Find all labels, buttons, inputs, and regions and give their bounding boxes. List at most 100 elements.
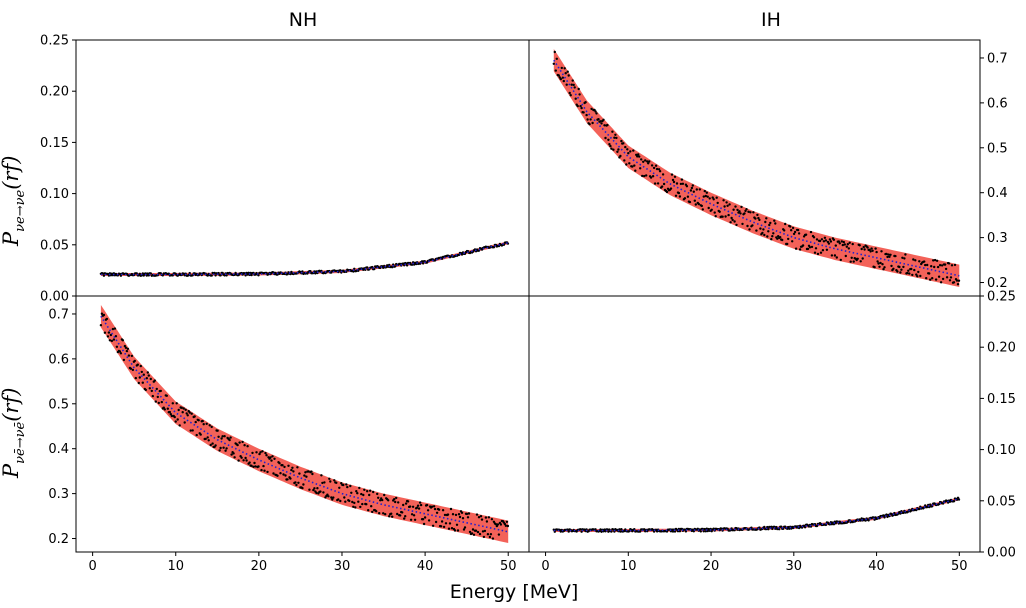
panel-ih-bottom: 0.00 0.05 0.10 0.15 0.20 0.25 0 10 20 30 40 50 <box>528 290 1016 574</box>
data-point <box>142 274 145 277</box>
data-point <box>194 420 197 424</box>
data-point <box>863 248 866 251</box>
data-point <box>776 237 779 240</box>
data-point <box>168 410 171 414</box>
data-point <box>925 277 928 280</box>
data-point <box>371 510 374 514</box>
data-point <box>907 269 910 272</box>
x-tick-label: 30 <box>786 559 803 574</box>
data-point <box>404 502 408 505</box>
data-point <box>146 272 149 275</box>
data-point <box>849 260 852 263</box>
data-point <box>278 462 281 465</box>
data-point <box>957 279 961 282</box>
data-point <box>210 425 213 429</box>
col-title-nh: NH <box>289 9 318 31</box>
data-point <box>878 517 881 520</box>
data-point <box>432 505 436 508</box>
data-point <box>626 148 629 151</box>
data-point <box>316 487 319 490</box>
data-point <box>739 212 742 215</box>
data-point <box>862 245 865 249</box>
data-point <box>327 495 330 498</box>
data-point <box>290 270 293 274</box>
data-point <box>253 461 256 465</box>
data-point <box>882 268 885 271</box>
data-point <box>383 493 386 497</box>
data-point <box>457 513 461 516</box>
data-point <box>686 195 690 198</box>
data-point <box>342 483 345 487</box>
data-point <box>842 240 845 244</box>
data-point <box>695 188 698 191</box>
data-point <box>671 530 675 533</box>
data-point <box>678 195 682 198</box>
data-point <box>678 530 682 533</box>
data-point <box>243 444 246 447</box>
data-point <box>214 274 217 277</box>
data-point <box>416 504 420 507</box>
data-point <box>460 253 464 256</box>
data-point <box>393 498 396 501</box>
data-point <box>271 455 274 458</box>
data-point <box>102 274 106 277</box>
data-point <box>444 522 448 525</box>
data-point <box>859 519 862 522</box>
data-point <box>892 267 895 270</box>
data-point <box>767 230 770 233</box>
data-point <box>572 83 575 87</box>
axes-frame <box>528 295 981 553</box>
data-point <box>783 229 786 232</box>
data-point <box>504 524 508 527</box>
x-axis-label: Energy [MeV] <box>450 581 578 603</box>
data-point <box>170 414 173 418</box>
data-point <box>745 208 748 211</box>
data-point <box>490 518 494 521</box>
data-point <box>375 510 378 513</box>
data-point <box>660 185 664 188</box>
data-point <box>590 107 593 111</box>
data-point <box>759 227 762 230</box>
data-point <box>568 91 571 95</box>
data-point <box>928 272 931 275</box>
y-label-top-sub: νe→νe <box>13 189 28 231</box>
data-point <box>351 500 354 504</box>
data-point <box>195 433 198 437</box>
y-tick-label: 0.3 <box>48 487 69 502</box>
data-point <box>779 236 782 239</box>
data-point <box>586 118 589 121</box>
data-point <box>809 230 813 234</box>
data-point <box>577 87 580 91</box>
data-point <box>885 513 888 516</box>
data-point <box>411 505 415 508</box>
data-point <box>815 238 819 241</box>
data-point <box>183 421 186 424</box>
data-point <box>169 413 172 416</box>
data-point <box>918 507 921 511</box>
data-point <box>867 519 870 522</box>
data-point <box>564 72 567 75</box>
data-point <box>439 525 443 528</box>
data-point <box>834 522 837 525</box>
data-point <box>418 501 422 504</box>
data-point <box>149 377 152 381</box>
data-point <box>210 274 213 277</box>
data-point <box>654 164 658 167</box>
data-point <box>419 503 423 507</box>
data-point <box>950 264 954 267</box>
data-point <box>315 491 318 495</box>
data-point <box>269 456 272 459</box>
data-point <box>136 363 139 366</box>
panel-ih-top: 0.2 0.3 0.4 0.5 0.6 0.7 <box>528 39 1008 297</box>
data-point <box>401 511 404 514</box>
data-point <box>768 223 771 227</box>
data-point <box>177 408 180 412</box>
data-point <box>303 474 306 477</box>
data-point <box>155 387 158 391</box>
data-point <box>765 217 768 220</box>
data-point <box>106 335 110 338</box>
data-point <box>171 402 174 405</box>
data-point <box>301 486 304 490</box>
data-point <box>332 496 335 499</box>
data-point <box>222 446 225 449</box>
